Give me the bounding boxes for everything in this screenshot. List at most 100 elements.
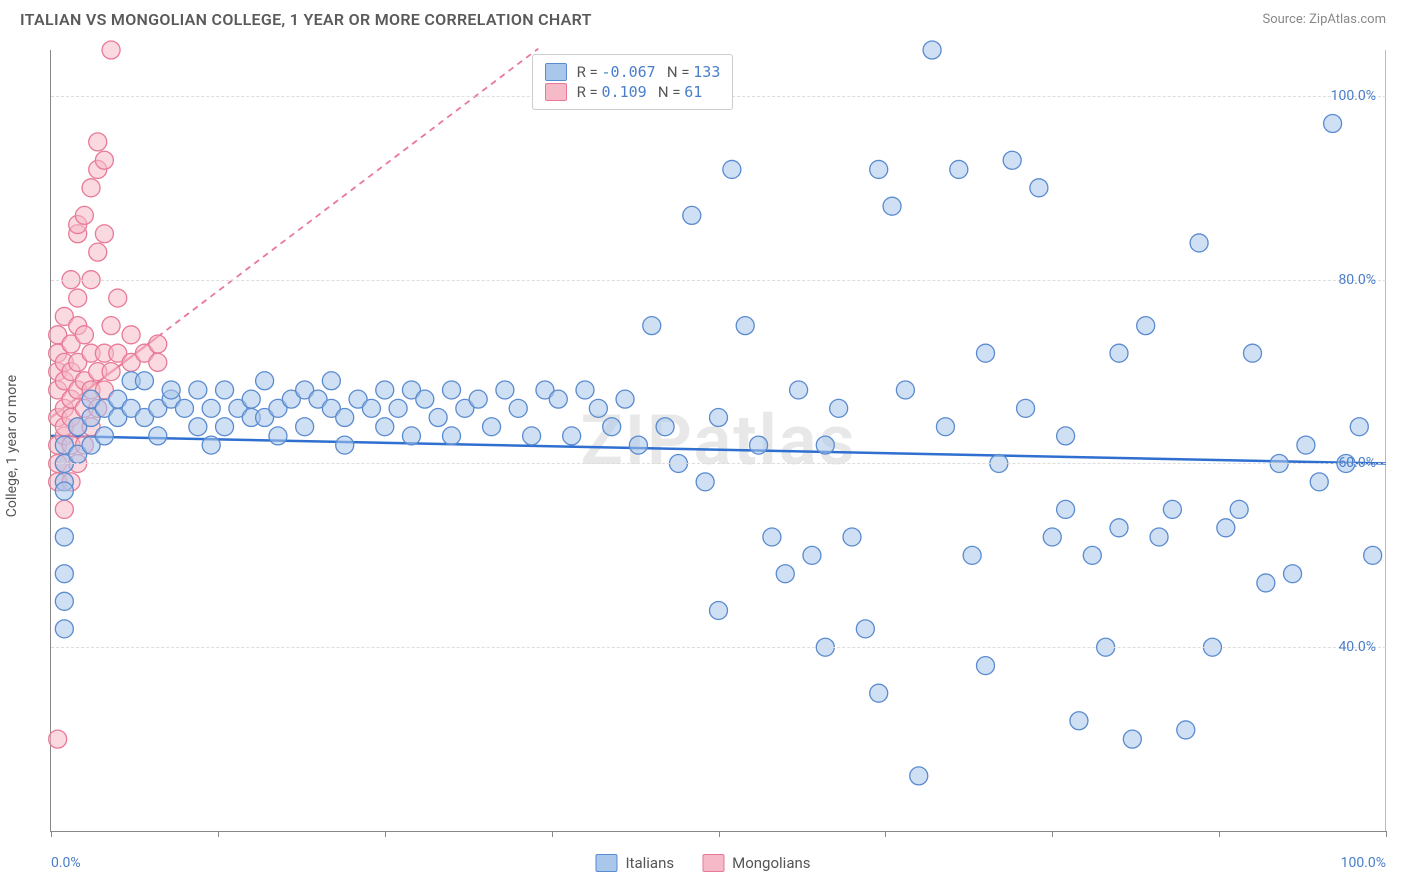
data-point-italians	[95, 427, 113, 445]
data-point-italians	[483, 418, 501, 436]
data-point-italians	[216, 418, 234, 436]
data-point-mongolians	[95, 225, 113, 243]
data-point-italians	[870, 160, 888, 178]
data-point-italians	[910, 767, 928, 785]
data-point-italians	[389, 399, 407, 417]
data-point-mongolians	[102, 363, 120, 381]
data-point-italians	[950, 160, 968, 178]
data-point-italians	[1177, 721, 1195, 739]
data-point-italians	[1043, 528, 1061, 546]
data-point-italians	[55, 592, 73, 610]
chart-title: ITALIAN VS MONGOLIAN COLLEGE, 1 YEAR OR …	[20, 10, 592, 29]
data-point-italians	[549, 390, 567, 408]
data-point-italians	[1123, 730, 1141, 748]
data-point-italians	[1003, 151, 1021, 169]
data-point-italians	[269, 427, 287, 445]
data-point-italians	[643, 317, 661, 335]
data-point-italians	[135, 372, 153, 390]
data-point-italians	[723, 160, 741, 178]
x-tick-label: 0.0%	[51, 855, 81, 871]
data-point-italians	[763, 528, 781, 546]
data-point-italians	[1324, 115, 1342, 133]
data-point-italians	[189, 418, 207, 436]
data-point-mongolians	[102, 41, 120, 59]
scatter-svg	[51, 50, 1386, 831]
data-point-mongolians	[55, 500, 73, 518]
x-tick	[385, 831, 386, 837]
stats-legend-row: R = -0.067 N = 133	[545, 63, 721, 81]
data-point-italians	[443, 381, 461, 399]
legend-stats-text: R = 0.109 N = 61	[577, 83, 703, 101]
data-point-mongolians	[89, 243, 107, 261]
data-point-italians	[1137, 317, 1155, 335]
data-point-italians	[322, 372, 340, 390]
data-point-italians	[443, 427, 461, 445]
legend-swatch	[702, 854, 724, 872]
legend-stats-text: R = -0.067 N = 133	[577, 63, 721, 81]
data-point-italians	[176, 399, 194, 417]
data-point-italians	[1017, 399, 1035, 417]
data-point-italians	[977, 657, 995, 675]
data-point-italians	[977, 344, 995, 362]
data-point-italians	[523, 427, 541, 445]
data-point-italians	[1163, 500, 1181, 518]
gridline	[51, 280, 1386, 281]
data-point-italians	[790, 381, 808, 399]
legend-label: Mongolians	[732, 854, 810, 872]
data-point-italians	[656, 418, 674, 436]
data-point-italians	[509, 399, 527, 417]
data-point-italians	[362, 399, 380, 417]
data-point-italians	[963, 546, 981, 564]
data-point-italians	[710, 409, 728, 427]
x-tick-label: 100.0%	[1341, 855, 1386, 871]
stats-legend-row: R = 0.109 N = 61	[545, 83, 721, 101]
gridline	[51, 647, 1386, 648]
trend-line	[158, 49, 538, 337]
data-point-italians	[616, 390, 634, 408]
data-point-mongolians	[69, 289, 87, 307]
data-point-italians	[416, 390, 434, 408]
data-point-italians	[1057, 500, 1075, 518]
x-tick	[51, 831, 52, 837]
data-point-italians	[336, 436, 354, 454]
y-tick-label: 60.0%	[1338, 455, 1376, 471]
data-point-italians	[603, 418, 621, 436]
data-point-mongolians	[89, 133, 107, 151]
data-point-italians	[55, 482, 73, 500]
legend-label: Italians	[625, 854, 674, 872]
data-point-italians	[803, 546, 821, 564]
data-point-italians	[830, 399, 848, 417]
data-point-italians	[856, 620, 874, 638]
data-point-italians	[242, 390, 260, 408]
data-point-italians	[189, 381, 207, 399]
data-point-mongolians	[149, 353, 167, 371]
data-point-mongolians	[122, 326, 140, 344]
data-point-italians	[883, 197, 901, 215]
trend-line	[51, 436, 1386, 464]
data-point-mongolians	[75, 326, 93, 344]
data-point-italians	[589, 399, 607, 417]
data-point-italians	[936, 418, 954, 436]
x-tick	[1052, 831, 1053, 837]
data-point-italians	[1030, 179, 1048, 197]
data-point-italians	[1297, 436, 1315, 454]
data-point-mongolians	[109, 289, 127, 307]
data-point-italians	[55, 528, 73, 546]
data-point-italians	[696, 473, 714, 491]
legend-item: Mongolians	[702, 854, 810, 872]
legend-swatch	[545, 83, 567, 101]
data-point-italians	[1110, 344, 1128, 362]
data-point-italians	[1070, 712, 1088, 730]
data-point-italians	[816, 436, 834, 454]
data-point-mongolians	[82, 179, 100, 197]
x-tick	[719, 831, 720, 837]
data-point-mongolians	[95, 151, 113, 169]
data-point-italians	[870, 684, 888, 702]
data-point-italians	[1230, 500, 1248, 518]
data-point-italians	[202, 436, 220, 454]
data-point-mongolians	[102, 317, 120, 335]
data-point-italians	[496, 381, 514, 399]
data-point-italians	[1190, 234, 1208, 252]
data-point-mongolians	[75, 206, 93, 224]
source-label: Source: ZipAtlas.com	[1262, 12, 1386, 27]
